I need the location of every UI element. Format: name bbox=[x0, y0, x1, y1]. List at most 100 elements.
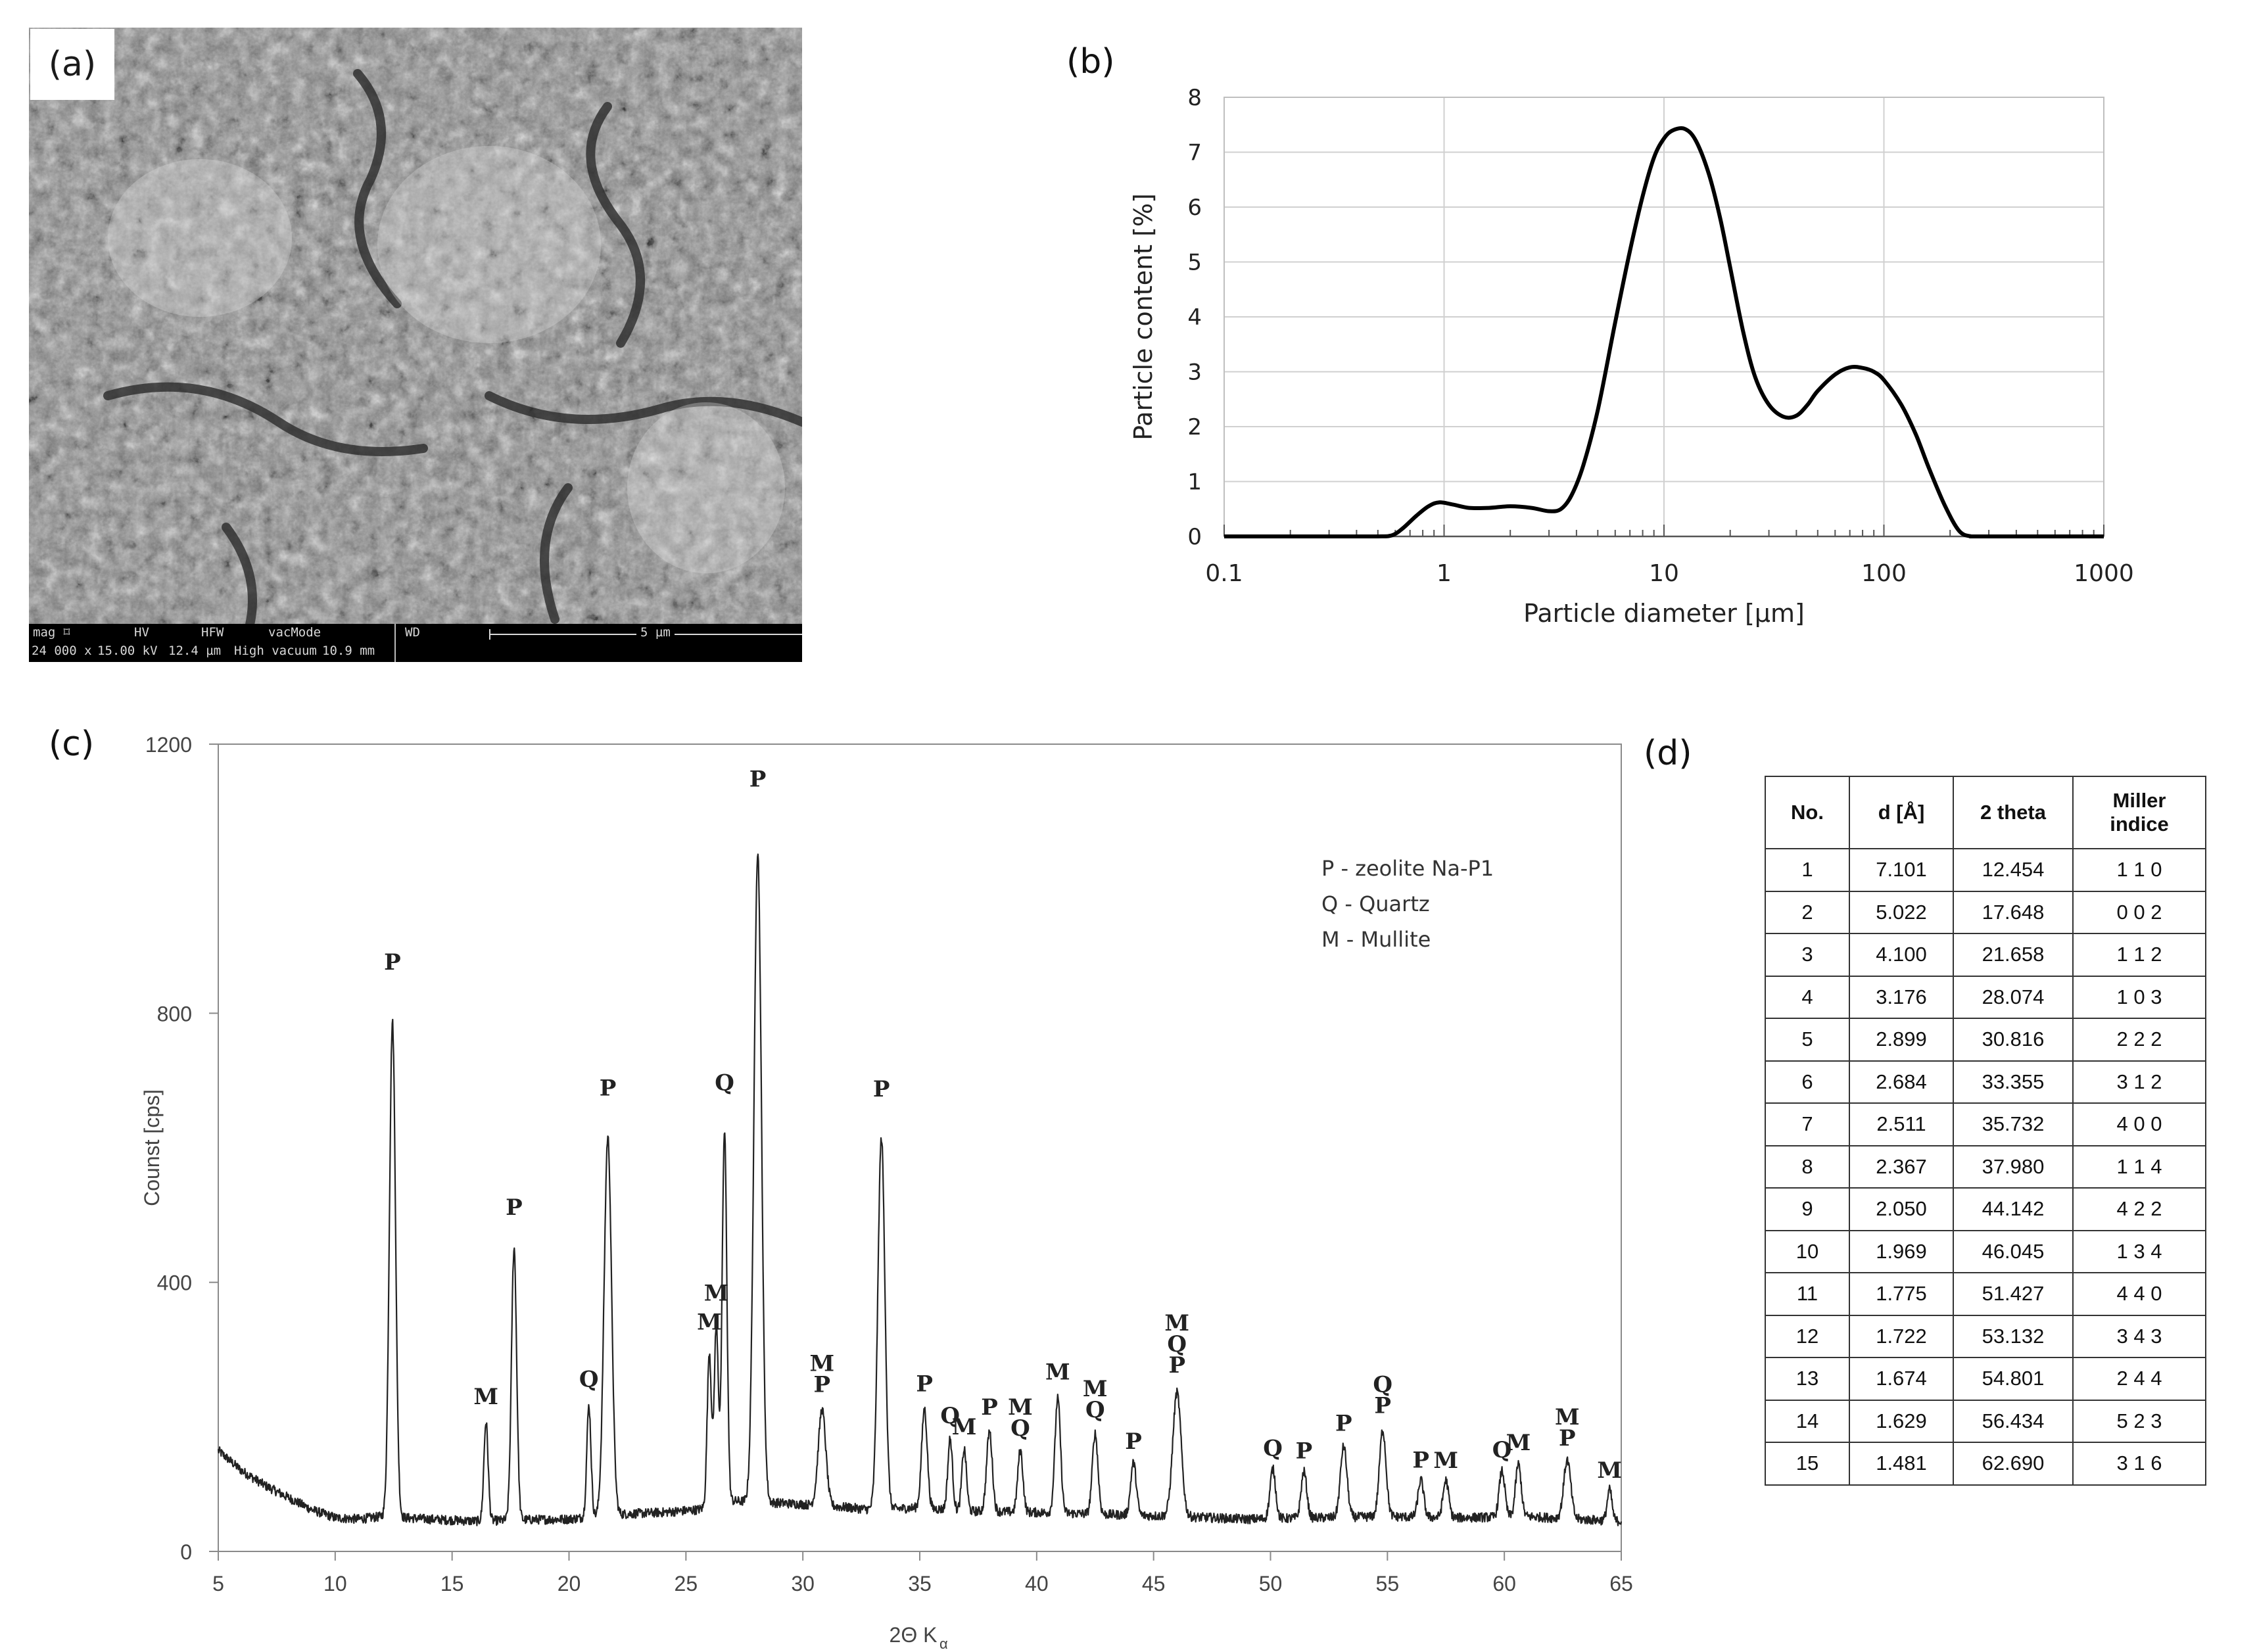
peak-label: M bbox=[1008, 1394, 1033, 1421]
peak-label: P bbox=[506, 1194, 523, 1221]
table-cell: 5.022 bbox=[1849, 890, 1954, 934]
x-tick-label: 45 bbox=[1142, 1572, 1166, 1595]
table-row: 8 2.367 37.980 1 1 4 bbox=[1765, 1145, 2206, 1189]
peak-label: M bbox=[1506, 1430, 1531, 1456]
table-cell: 1 1 2 bbox=[2072, 933, 2206, 977]
table-cell: 56.434 bbox=[1953, 1399, 2074, 1443]
peak-label: P bbox=[873, 1076, 890, 1102]
panel-label-a: (a) bbox=[30, 29, 114, 100]
table-cell: 3 4 3 bbox=[2072, 1314, 2206, 1358]
table-cell: 1.969 bbox=[1849, 1229, 1954, 1273]
sem-vacmode-value: High vacuum bbox=[234, 644, 317, 658]
table-row: 13 1.674 54.801 2 4 4 bbox=[1765, 1357, 2206, 1401]
peak-label: M bbox=[952, 1414, 977, 1440]
x-tick-label: 10 bbox=[1649, 560, 1679, 587]
peak-label: M bbox=[1555, 1404, 1580, 1430]
peak-label: P bbox=[1125, 1428, 1142, 1455]
table-cell: 51.427 bbox=[1953, 1272, 2074, 1316]
peak-label: Q bbox=[1263, 1435, 1283, 1461]
table-cell: 6 bbox=[1765, 1060, 1850, 1104]
table-cell: 1.674 bbox=[1849, 1357, 1954, 1401]
peak-label: M bbox=[473, 1384, 498, 1410]
table-cell: 37.980 bbox=[1953, 1145, 2074, 1189]
table-cell: 2 bbox=[1765, 890, 1850, 934]
x-axis-label: 2Θ K bbox=[890, 1623, 938, 1647]
y-tick-label: 5 bbox=[1187, 250, 1202, 276]
table-cell: 2.899 bbox=[1849, 1018, 1954, 1062]
table-cell: 1 1 0 bbox=[2072, 848, 2206, 892]
table-cell: 4 bbox=[1765, 975, 1850, 1019]
table-row: 14 1.629 56.434 5 2 3 bbox=[1765, 1399, 2206, 1443]
peak-label: P bbox=[600, 1075, 617, 1102]
table-row: 10 1.969 46.045 1 3 4 bbox=[1765, 1229, 2206, 1273]
y-tick-label: 800 bbox=[157, 1002, 192, 1026]
table-cell: 11 bbox=[1765, 1272, 1850, 1316]
table-cell: 28.074 bbox=[1953, 975, 2074, 1019]
header-no: No. bbox=[1765, 776, 1850, 849]
table-cell: 17.648 bbox=[1953, 890, 2074, 934]
table-cell: 3.176 bbox=[1849, 975, 1954, 1019]
x-tick-label: 10 bbox=[323, 1572, 347, 1595]
peak-label: P bbox=[1412, 1447, 1429, 1473]
y-tick-label: 2 bbox=[1187, 414, 1202, 440]
x-tick-label: 0.1 bbox=[1205, 560, 1243, 587]
x-tick-label: 40 bbox=[1025, 1572, 1049, 1595]
x-tick-label: 55 bbox=[1376, 1572, 1400, 1595]
table-cell: 0 0 2 bbox=[2072, 890, 2206, 934]
table-cell: 46.045 bbox=[1953, 1229, 2074, 1273]
series-line-xrd bbox=[217, 853, 1623, 1526]
x-axis-label-subscript: α bbox=[939, 1636, 948, 1652]
table-cell: 7.101 bbox=[1849, 848, 1954, 892]
table-cell: 1 bbox=[1765, 848, 1850, 892]
y-tick-label: 1200 bbox=[145, 733, 192, 757]
x-axis-label: Particle diameter [µm] bbox=[1523, 599, 1805, 628]
panel-label-c: (c) bbox=[49, 724, 95, 764]
peak-label: P bbox=[384, 949, 401, 976]
y-tick-label: 8 bbox=[1187, 85, 1202, 111]
sem-hv-label: HV bbox=[134, 625, 149, 640]
peak-label: Q bbox=[1010, 1415, 1030, 1442]
table-cell: 13 bbox=[1765, 1357, 1850, 1401]
header-miller: Miller indice bbox=[2072, 776, 2206, 849]
table-cell: 8 bbox=[1765, 1145, 1850, 1189]
peak-label: M bbox=[1045, 1359, 1070, 1385]
table-header-row: No. d [Å] 2 theta Miller indice bbox=[1765, 776, 2206, 849]
table-row: 4 3.176 28.074 1 0 3 bbox=[1765, 975, 2206, 1019]
table-cell: 1.775 bbox=[1849, 1272, 1954, 1316]
table-cell: 7 bbox=[1765, 1102, 1850, 1146]
peak-label: P bbox=[749, 766, 767, 792]
table-cell: 2.367 bbox=[1849, 1145, 1954, 1189]
table-cell: 35.732 bbox=[1953, 1102, 2074, 1146]
table-cell: 3 1 2 bbox=[2072, 1060, 2206, 1104]
x-tick-label: 20 bbox=[558, 1572, 581, 1595]
x-tick-label: 100 bbox=[1861, 560, 1907, 587]
y-tick-label: 7 bbox=[1187, 140, 1202, 166]
table-row: 9 2.050 44.142 4 2 2 bbox=[1765, 1187, 2206, 1231]
table-cell: 33.355 bbox=[1953, 1060, 2074, 1104]
sem-texture bbox=[29, 28, 802, 662]
table-cell: 15 bbox=[1765, 1442, 1850, 1486]
table-cell: 21.658 bbox=[1953, 933, 2074, 977]
peak-label: M bbox=[1433, 1448, 1458, 1474]
peak-label: Q bbox=[1167, 1331, 1187, 1357]
peak-label: Q bbox=[1492, 1437, 1512, 1463]
peak-label: M bbox=[810, 1350, 835, 1377]
table-row: 11 1.775 51.427 4 4 0 bbox=[1765, 1272, 2206, 1316]
x-tick-label: 50 bbox=[1259, 1572, 1283, 1595]
peak-label: P bbox=[1374, 1393, 1391, 1419]
peak-label: M bbox=[704, 1281, 729, 1307]
y-tick-label: 1 bbox=[1187, 469, 1202, 496]
table-row: 6 2.684 33.355 3 1 2 bbox=[1765, 1060, 2206, 1104]
peak-label: P bbox=[916, 1371, 933, 1397]
table-cell: 4 4 0 bbox=[2072, 1272, 2206, 1316]
legend-entry: Q - Quartz bbox=[1321, 891, 1430, 916]
peak-label: P bbox=[1335, 1410, 1352, 1436]
peak-label: M bbox=[1164, 1310, 1189, 1336]
table-cell: 30.816 bbox=[1953, 1018, 2074, 1062]
table-body: 1 7.101 12.454 1 1 0 2 5.022 17.648 0 0 2 3 4.100… bbox=[1765, 848, 2206, 1486]
table-cell: 1 1 4 bbox=[2072, 1145, 2206, 1189]
peak-label: P bbox=[981, 1394, 998, 1421]
table-row: 5 2.899 30.816 2 2 2 bbox=[1765, 1018, 2206, 1062]
peak-label: M bbox=[1597, 1457, 1622, 1484]
sem-wd-label: WD bbox=[405, 625, 420, 640]
